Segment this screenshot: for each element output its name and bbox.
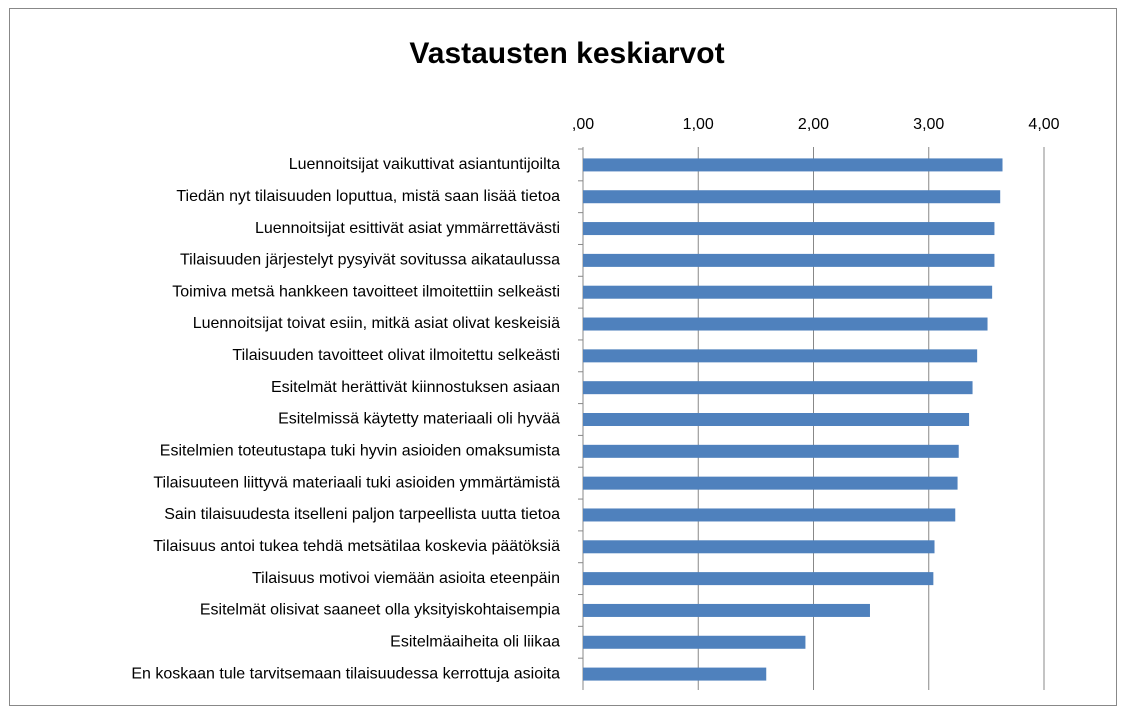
x-tick-label: 3,00 <box>913 116 944 133</box>
y-tick-label: Esitelmät herättivät kiinnostuksen asiaa… <box>271 379 560 396</box>
bar <box>583 444 959 458</box>
bar <box>583 222 995 236</box>
y-tick-label: Tilaisuus antoi tukea tehdä metsätilaa k… <box>153 538 560 555</box>
y-tick-label: Tilaisuuden järjestelyt pysyivät sovitus… <box>180 252 560 269</box>
y-tick-label: Tilaisuus motivoi viemään asioita eteenp… <box>252 570 560 587</box>
bar <box>583 253 995 267</box>
bar <box>583 413 970 426</box>
y-tick-label: Tilaisuuteen liittyvä materiaali tuki as… <box>153 474 560 491</box>
y-tick-label: Luennoitsijat toivat esiin, mitkä asiat … <box>193 315 560 332</box>
y-tick-label: En koskaan tule tarvitsemaan tilaisuudes… <box>131 665 560 682</box>
bar <box>583 603 870 617</box>
bar <box>583 381 973 395</box>
bar <box>583 317 988 331</box>
bar <box>583 572 934 586</box>
y-tick-label: Esitelmät olisivat saaneet olla yksityis… <box>200 602 560 619</box>
bar <box>583 190 1001 204</box>
bar <box>583 540 935 554</box>
y-tick-label: Esitelmissä käytetty materiaali oli hyvä… <box>278 411 560 428</box>
x-tick-label: 1,00 <box>683 116 714 133</box>
bar <box>583 158 1003 172</box>
x-tick-label: 2,00 <box>798 116 829 133</box>
bar <box>583 285 993 299</box>
bar <box>583 667 767 681</box>
bar <box>583 349 978 363</box>
bar <box>583 476 958 490</box>
chart-title: Vastausten keskiarvot <box>409 37 724 70</box>
bar <box>583 508 956 522</box>
y-tick-label: Sain tilaisuudesta itselleni paljon tarp… <box>164 506 560 523</box>
y-tick-label: Esitelmäaiheita oli liikaa <box>390 633 560 650</box>
y-tick-label: Luennoitsijat vaikuttivat asiantuntijoil… <box>289 156 560 173</box>
y-tick-label: Luennoitsijat esittivät asiat ymmärrettä… <box>255 220 560 237</box>
y-tick-label: Toimiva metsä hankkeen tavoitteet ilmoit… <box>172 283 560 300</box>
y-tick-label: Esitelmien toteutustapa tuki hyvin asioi… <box>160 443 560 460</box>
x-tick-label: 4,00 <box>1028 116 1059 133</box>
x-tick-label: ,00 <box>572 116 594 133</box>
y-tick-label: Tiedän nyt tilaisuuden loputtua, mistä s… <box>176 188 560 205</box>
y-tick-label: Tilaisuuden tavoitteet olivat ilmoitettu… <box>232 347 560 364</box>
bar <box>583 635 806 649</box>
